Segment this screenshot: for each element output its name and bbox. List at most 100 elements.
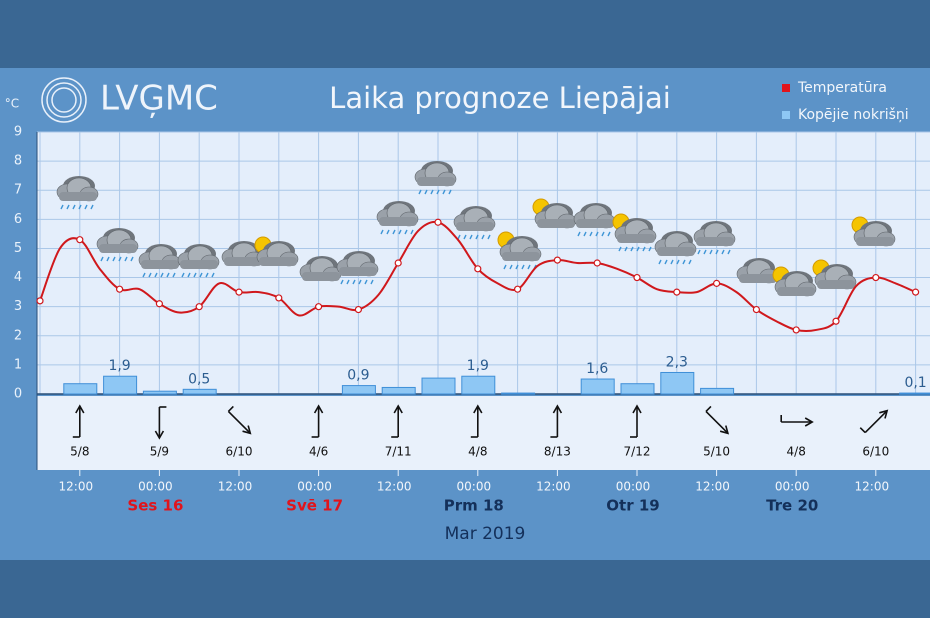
rain [142, 272, 146, 278]
rain [618, 246, 622, 252]
wind-label: 4/6 [309, 445, 328, 459]
x-tick-label: 12:00 [695, 480, 730, 494]
rain [166, 272, 170, 278]
rain [358, 279, 362, 285]
rain [346, 279, 350, 285]
rain [664, 259, 668, 265]
cloud [696, 237, 734, 246]
cloud [99, 244, 137, 253]
bar [63, 383, 98, 395]
data-label: 1,6 [586, 361, 608, 377]
weather-icon [654, 231, 697, 265]
weather-icon [336, 251, 379, 285]
rain [636, 246, 640, 252]
wind-label: 7/11 [385, 445, 412, 459]
wind-arrow [705, 405, 730, 435]
x-tick-label: 12:00 [218, 480, 253, 494]
rain [448, 189, 452, 195]
rain [721, 249, 725, 255]
temperature-marker [115, 285, 124, 293]
bar [182, 388, 217, 395]
rain [386, 229, 390, 235]
bar [461, 375, 496, 395]
legend-swatch [782, 111, 790, 119]
rain [697, 249, 701, 255]
rain [463, 234, 467, 240]
rain [124, 256, 128, 262]
chart-title: Laika prognoze Liepājai [329, 81, 671, 115]
weather-icon [573, 203, 616, 237]
rain [130, 256, 134, 262]
rain [682, 259, 686, 265]
data-label: 0,1 [904, 375, 926, 391]
rain [352, 279, 356, 285]
bar [620, 383, 655, 395]
weather-icon [453, 206, 496, 240]
temperature-marker [593, 259, 601, 267]
day-label: Ses 16 [127, 497, 183, 515]
wind-arrow [780, 415, 814, 427]
weather-icon [414, 161, 457, 195]
y-tick-label: 1 [14, 357, 22, 372]
wind-label: 6/10 [226, 445, 253, 459]
y-unit: °C [5, 97, 19, 111]
wind-head [242, 425, 252, 435]
wind-label: 5/9 [150, 445, 169, 459]
data-label: 0,5 [188, 371, 210, 387]
wind-tail [859, 427, 866, 434]
rain [148, 272, 152, 278]
wind-head [393, 404, 403, 414]
wind-arrow [550, 404, 563, 438]
wind-shaft [864, 410, 887, 434]
rain [392, 229, 396, 235]
rain [457, 234, 461, 240]
temperature-marker [872, 273, 880, 282]
rain [509, 264, 513, 270]
wind-head [632, 404, 642, 414]
x-axis-label: Mar 2019 [445, 524, 526, 544]
temperature-marker [235, 288, 243, 296]
temperature-marker [832, 317, 840, 325]
x-tick-label: 00:00 [775, 480, 810, 494]
temperature-marker [673, 288, 681, 296]
temperature-marker [155, 300, 163, 308]
weather-icon [177, 244, 220, 278]
temperature-marker [36, 297, 44, 305]
weather-icon [376, 201, 419, 235]
rain [340, 279, 344, 285]
bar [700, 387, 735, 395]
rain [521, 264, 525, 270]
rain [404, 229, 408, 235]
wind-arrow [72, 404, 85, 438]
temperature-marker [792, 326, 800, 334]
wind-head [75, 404, 85, 414]
bar [103, 375, 138, 395]
bar [660, 371, 695, 395]
wind-head [313, 404, 324, 414]
data-label: 1,9 [467, 358, 489, 374]
wind-area [37, 396, 930, 470]
rain [199, 272, 203, 278]
weather-icon [693, 221, 736, 255]
weather-icon [497, 231, 542, 270]
weather-icon [96, 228, 139, 262]
wind-label: 5/10 [703, 445, 730, 459]
x-tick-label: 00:00 [616, 480, 651, 494]
cloud [379, 217, 417, 226]
rain [380, 229, 384, 235]
temperature-marker [434, 218, 442, 226]
rain [475, 234, 479, 240]
rain [66, 204, 70, 210]
rain [727, 249, 731, 255]
temperature-marker [76, 236, 84, 244]
rain [595, 231, 599, 237]
rain [515, 264, 519, 270]
wind-arrow [470, 404, 483, 438]
wind-head [804, 417, 814, 427]
rain [642, 246, 646, 252]
rain [670, 259, 674, 265]
temperature-marker [752, 305, 761, 314]
cloud [339, 267, 377, 276]
data-label: 0,9 [347, 368, 369, 384]
